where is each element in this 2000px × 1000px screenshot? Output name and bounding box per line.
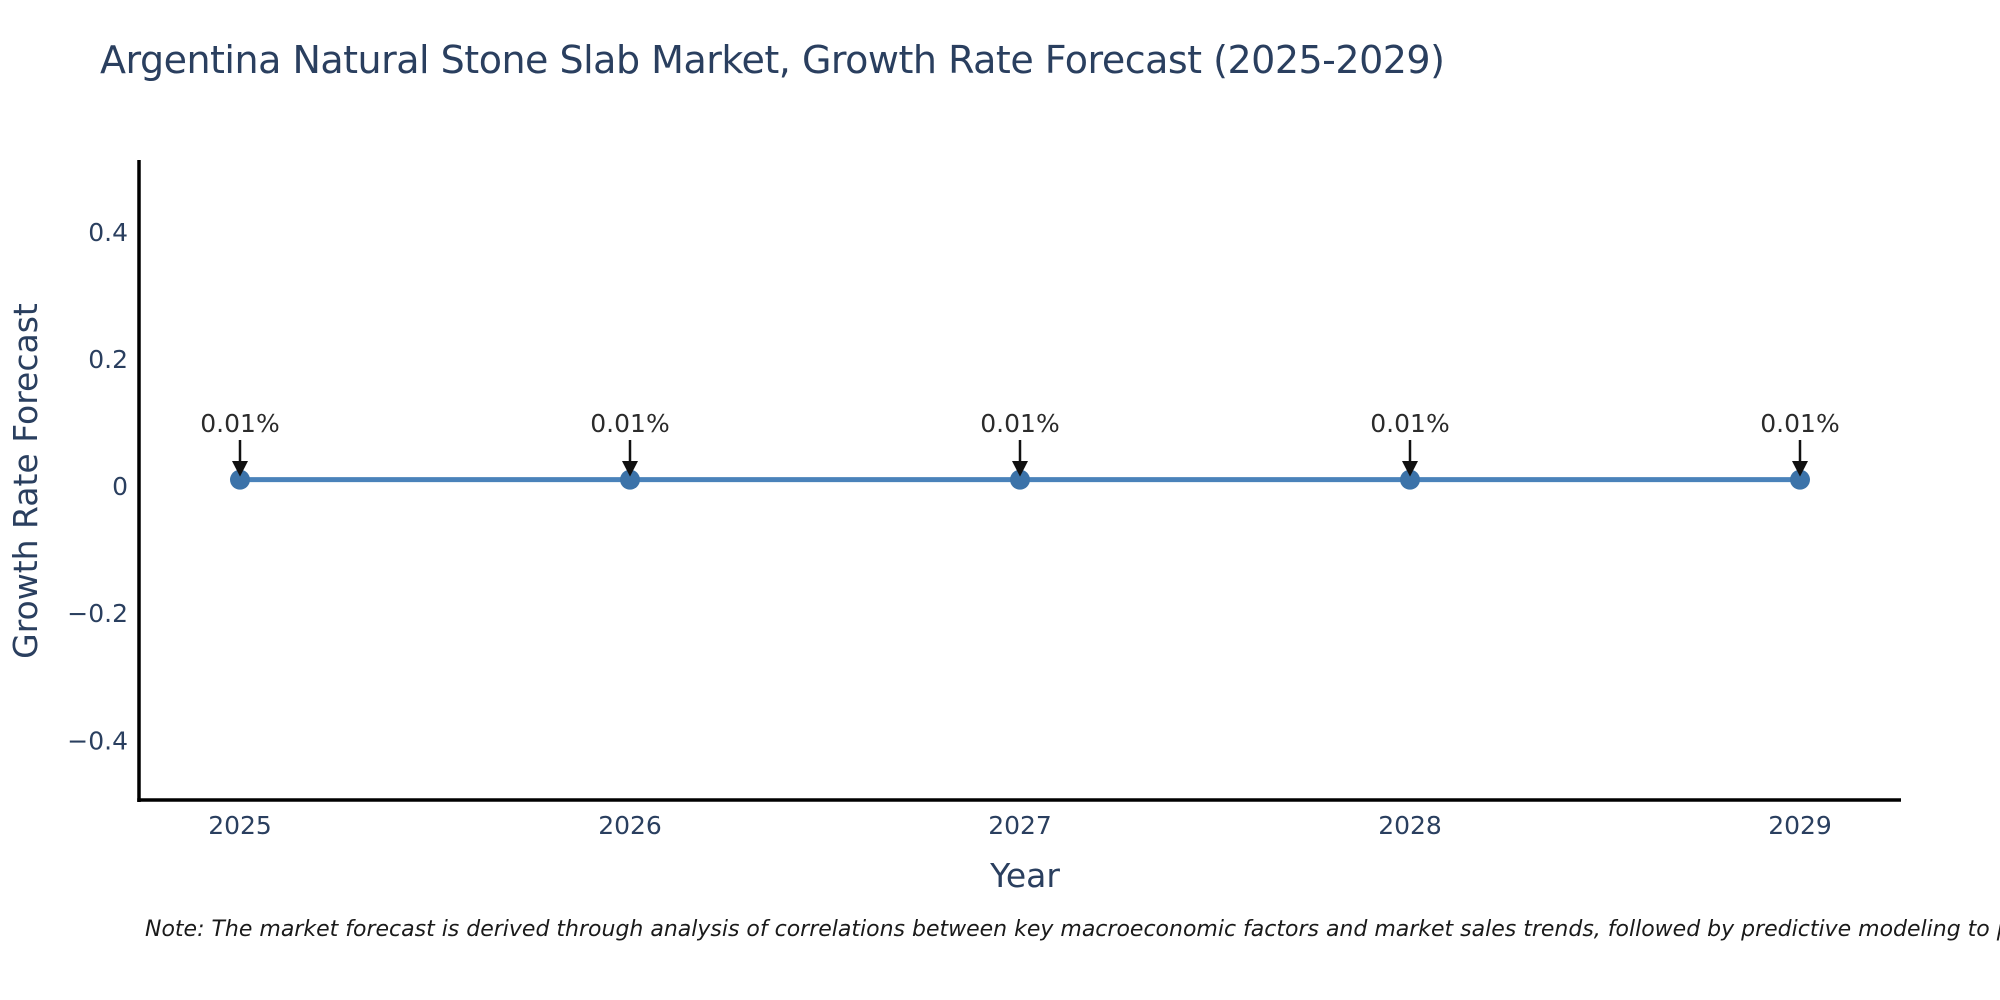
x-tick-label: 2026 bbox=[598, 811, 662, 840]
point-annotation-label: 0.01% bbox=[1370, 409, 1449, 438]
annotation-arrowhead-icon bbox=[1792, 461, 1808, 477]
x-tick-label: 2027 bbox=[988, 811, 1052, 840]
data-point-2025[interactable] bbox=[230, 469, 250, 490]
y-tick-label: −0.4 bbox=[67, 726, 128, 755]
y-axis-title: Growth Rate Forecast bbox=[6, 303, 45, 659]
annotation-arrowhead-icon bbox=[232, 461, 248, 477]
y-tick-label: 0.4 bbox=[88, 218, 128, 247]
footnote: Note: The market forecast is derived thr… bbox=[145, 917, 2000, 942]
annotation-arrowhead-icon bbox=[1402, 461, 1418, 477]
data-point-2027[interactable] bbox=[1010, 469, 1030, 490]
annotation-arrowhead-icon bbox=[1012, 461, 1028, 477]
y-tick-label: 0 bbox=[112, 472, 128, 501]
x-tick-label: 2025 bbox=[208, 811, 272, 840]
data-point-2026[interactable] bbox=[620, 469, 640, 490]
point-annotation-label: 0.01% bbox=[1760, 409, 1839, 438]
x-axis-title: Year bbox=[990, 856, 1060, 895]
x-tick-label: 2028 bbox=[1378, 811, 1442, 840]
x-tick-label: 2029 bbox=[1768, 811, 1832, 840]
chart-title: Argentina Natural Stone Slab Market, Gro… bbox=[100, 38, 1445, 82]
annotation-arrowhead-icon bbox=[622, 461, 638, 477]
point-annotation-label: 0.01% bbox=[590, 409, 669, 438]
point-annotation-label: 0.01% bbox=[200, 409, 279, 438]
y-tick-label: 0.2 bbox=[88, 345, 128, 374]
data-point-2029[interactable] bbox=[1790, 469, 1810, 490]
point-annotation-label: 0.01% bbox=[980, 409, 1059, 438]
data-point-2028[interactable] bbox=[1400, 469, 1420, 490]
y-tick-label: −0.2 bbox=[67, 599, 128, 628]
